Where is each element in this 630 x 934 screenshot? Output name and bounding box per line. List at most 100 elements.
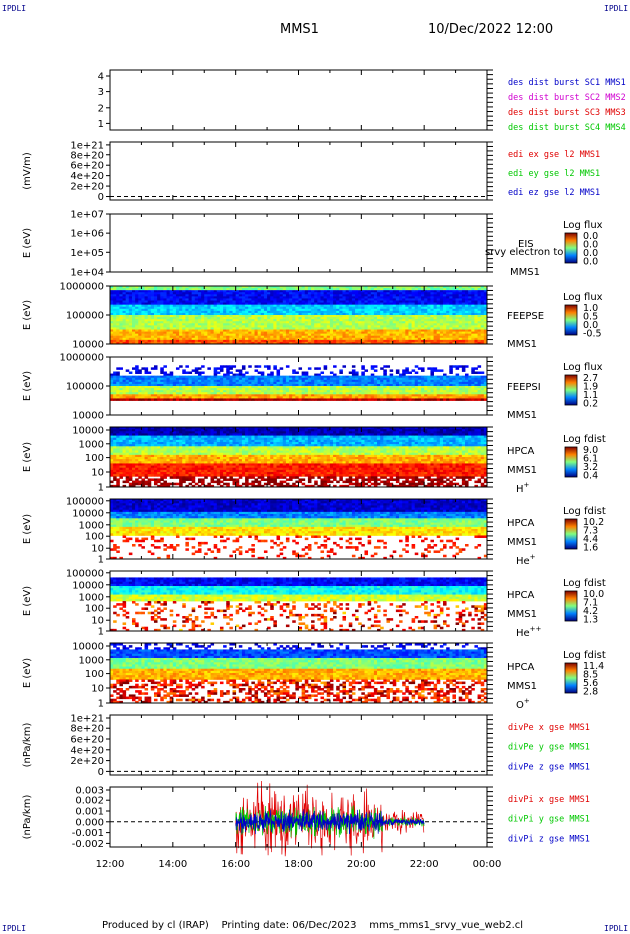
ytick-label: 2e+20 xyxy=(70,182,104,193)
ytick-label: 2 xyxy=(98,103,104,114)
colorbar-title: Log flux xyxy=(563,220,603,231)
ytick-label: 10000 xyxy=(72,508,104,519)
panel-label-line: HPCA xyxy=(507,446,535,457)
panel-label-species: H+ xyxy=(516,481,530,495)
ytick-label: 0.001 xyxy=(75,807,104,818)
legend-entry: edi ez gse l2 MMS1 xyxy=(508,188,600,198)
legend-entry: edi ex gse l2 MMS1 xyxy=(508,150,600,160)
y-axis-label: (mV/m) xyxy=(22,152,33,190)
panel-label-line: FEEPSI xyxy=(507,382,541,393)
colorbar xyxy=(565,375,577,405)
ytick-label: 10000 xyxy=(72,426,104,437)
panel-label-line: MMS1 xyxy=(507,681,537,692)
colorbar xyxy=(565,591,577,621)
legend-entry: divPe x gse MMS1 xyxy=(508,723,590,733)
legend-entry: edi ey gse l2 MMS1 xyxy=(508,169,600,179)
ytick-label: 10000 xyxy=(72,642,104,653)
legend-entry: des dist burst SC2 MMS2 xyxy=(508,93,626,103)
y-axis-label: E (eV) xyxy=(22,228,33,258)
ytick-label: 100000 xyxy=(66,496,104,507)
xtick-label: 16:00 xyxy=(221,859,250,870)
colorbar-tick-label: -0.5 xyxy=(583,329,602,340)
ytick-label: 4 xyxy=(98,72,104,83)
ytick-label: 100 xyxy=(85,453,104,464)
panel-frame xyxy=(110,70,487,130)
panel-frame xyxy=(110,142,487,200)
panel-label-line: MMS1 xyxy=(507,609,537,620)
panel-label-line: HPCA xyxy=(507,662,535,673)
xtick-label: 12:00 xyxy=(96,859,125,870)
panel-label-line: FEEPSE xyxy=(507,311,544,322)
ytick-label: 100 xyxy=(85,669,104,680)
panel-p11: 0.0030.0020.0010.000-0.001-0.002(nPa/km)… xyxy=(22,781,590,856)
panel-label-line: MMS1 xyxy=(507,465,537,476)
colorbar-tick-label: 0.4 xyxy=(583,471,598,482)
y-axis-label: (nPa/km) xyxy=(22,723,33,768)
ytick-label: 100000 xyxy=(66,382,104,393)
ytick-label: 6e+20 xyxy=(70,735,104,746)
colorbar-title: Log fdist xyxy=(563,434,606,445)
ytick-label: 1e+04 xyxy=(70,268,104,279)
colorbar xyxy=(565,233,577,263)
ytick-label: 0.002 xyxy=(75,796,104,807)
y-axis-label: E (eV) xyxy=(22,586,33,616)
ytick-label: 1 xyxy=(98,119,104,130)
y-axis-label: E (eV) xyxy=(22,658,33,688)
legend-entry: des dist burst SC1 MMS1 xyxy=(508,78,626,88)
colorbar xyxy=(565,305,577,335)
panel-label-species: O+ xyxy=(516,697,530,711)
ytick-label: 10 xyxy=(91,616,104,627)
colorbar-title: Log flux xyxy=(563,292,603,303)
footer-text: Produced by cl (IRAP) Printing date: 06/… xyxy=(102,920,523,931)
multi-panel-chart: 4 3 2 1 des dist burst SC1 MMS1 des dist burs… xyxy=(0,0,630,934)
legend-entry: divPi x gse MMS1 xyxy=(508,795,590,805)
y-axis-label: E (eV) xyxy=(22,514,33,544)
panel-label-species: He++ xyxy=(516,625,542,639)
colorbar xyxy=(565,663,577,693)
ytick-label: 1000000 xyxy=(59,282,104,293)
colorbar-tick-label: 2.8 xyxy=(583,687,598,698)
ytick-label: 1e+07 xyxy=(70,210,104,221)
ytick-label: 2e+20 xyxy=(70,756,104,767)
ytick-label: 10000 xyxy=(72,411,104,422)
ytick-label: 0 xyxy=(98,767,104,778)
legend-entry: divPe y gse MMS1 xyxy=(508,743,590,753)
y-axis-label: E (eV) xyxy=(22,371,33,401)
legend-entry: divPe z gse MMS1 xyxy=(508,762,590,772)
ytick-label: 0.000 xyxy=(75,817,104,828)
colorbar-title: Log fdist xyxy=(563,506,606,517)
ytick-label: 0 xyxy=(98,192,104,203)
y-axis-label: E (eV) xyxy=(22,442,33,472)
panel-label-line: MMS1 xyxy=(507,410,537,421)
ytick-label: 8e+20 xyxy=(70,724,104,735)
legend-entry: divPi z gse MMS1 xyxy=(508,834,590,844)
legend-entry: des dist burst SC4 MMS4 xyxy=(508,123,626,133)
ytick-label: 1000 xyxy=(79,592,104,603)
colorbar-title: Log flux xyxy=(563,362,603,373)
ytick-label: 6e+20 xyxy=(70,161,104,172)
ytick-label: 1 xyxy=(98,483,104,494)
xtick-label: 20:00 xyxy=(347,859,376,870)
colorbar-tick-label: 1.6 xyxy=(583,543,598,554)
ytick-label: -0.001 xyxy=(72,828,104,839)
ytick-label: 4e+20 xyxy=(70,171,104,182)
panel-frame xyxy=(110,715,487,775)
ytick-label: 100 xyxy=(85,604,104,615)
colorbar-title: Log fdist xyxy=(563,650,606,661)
panel-label-spacecraft: MMS1 xyxy=(510,267,540,278)
panel-label-line: HPCA xyxy=(507,518,535,529)
ytick-label: 10000 xyxy=(72,580,104,591)
ytick-label: 10 xyxy=(91,684,104,695)
ytick-label: 1e+06 xyxy=(70,229,104,240)
ytick-label: 3 xyxy=(98,87,104,98)
colorbar-title: Log fdist xyxy=(563,578,606,589)
xtick-label: 18:00 xyxy=(284,859,313,870)
